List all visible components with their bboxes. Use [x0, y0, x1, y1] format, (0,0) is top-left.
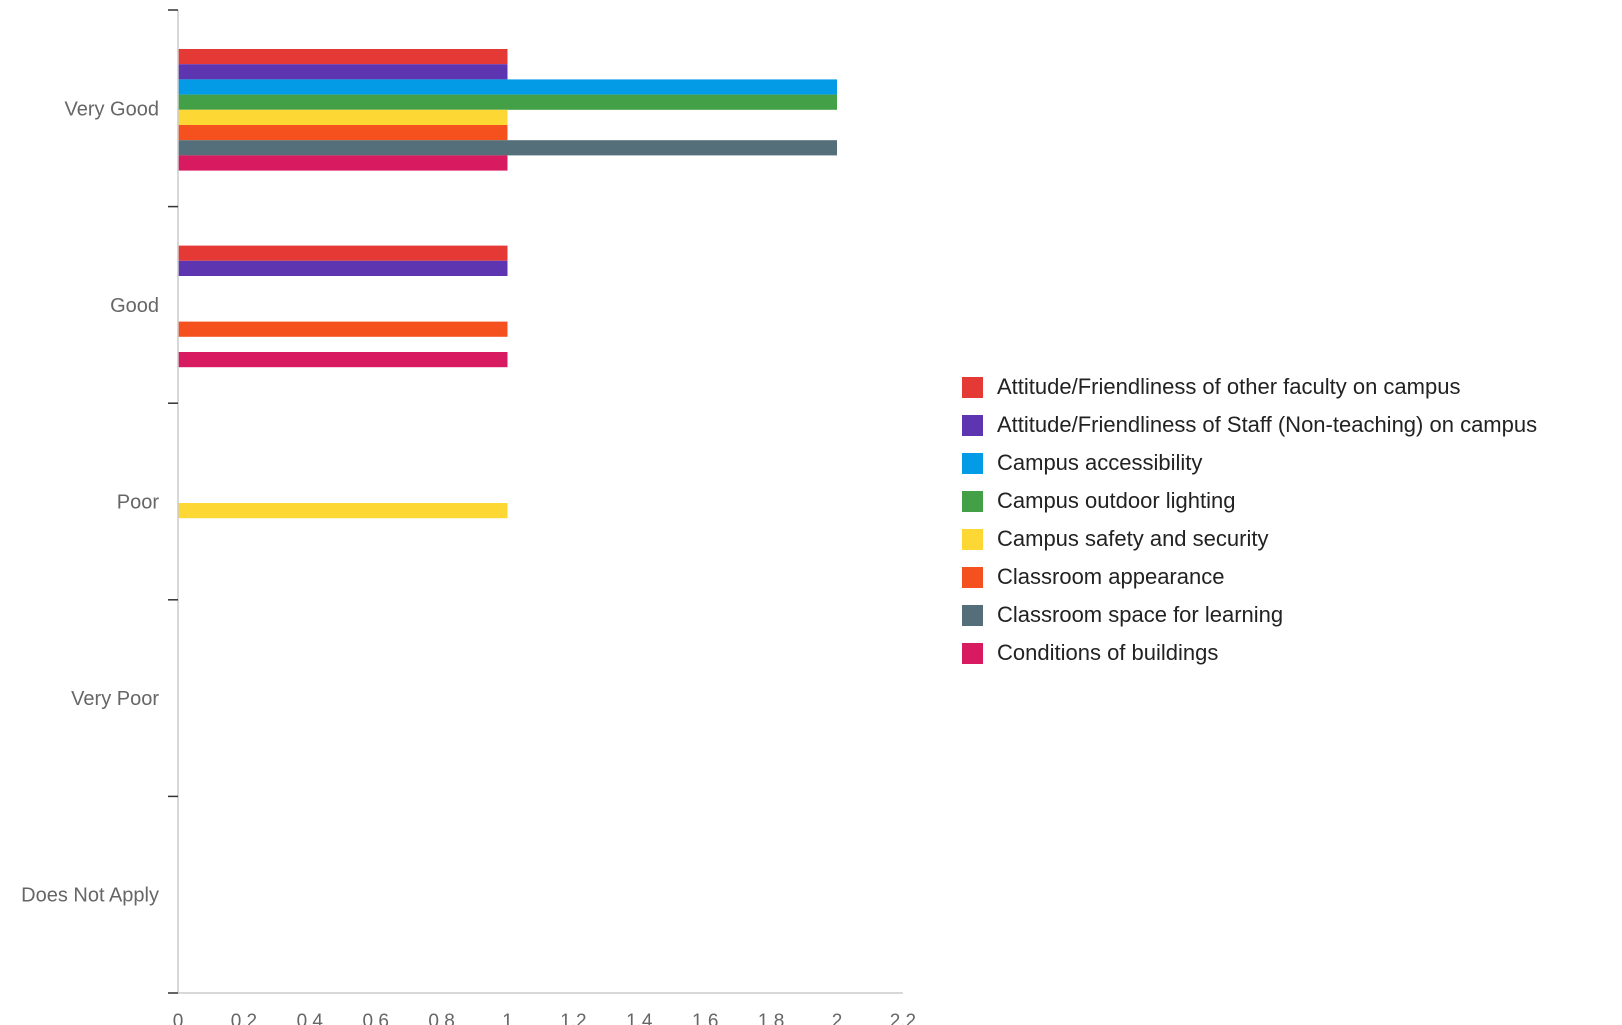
- legend-item[interactable]: Campus accessibility: [962, 444, 1617, 482]
- legend-item[interactable]: Campus outdoor lighting: [962, 482, 1617, 520]
- legend-label: Conditions of buildings: [997, 640, 1219, 665]
- chart-legend: Attitude/Friendliness of other faculty o…: [962, 368, 1617, 672]
- legend-swatch: [962, 528, 983, 550]
- bar: [178, 109, 508, 125]
- x-tick-label: 1.6: [692, 1011, 718, 1025]
- y-category-label: Poor: [117, 492, 160, 514]
- bar: [178, 352, 508, 368]
- legend-label: Classroom space for learning: [997, 602, 1284, 627]
- y-category-label: Good: [110, 295, 159, 317]
- legend-swatch: [962, 642, 983, 664]
- x-tick-label: 1.2: [560, 1011, 586, 1025]
- y-category-label: Very Good: [64, 98, 159, 120]
- legend-item[interactable]: Classroom appearance: [962, 558, 1617, 596]
- legend-swatch: [962, 376, 983, 398]
- legend-item[interactable]: Conditions of buildings: [962, 634, 1617, 672]
- legend-swatch: [962, 604, 983, 626]
- bar: [178, 155, 508, 171]
- x-tick-label: 1.8: [758, 1011, 784, 1025]
- legend-label: Campus accessibility: [997, 450, 1203, 475]
- x-tick-label: 0: [173, 1011, 184, 1025]
- legend-item[interactable]: Attitude/Friendliness of other faculty o…: [962, 368, 1617, 406]
- x-tick-label: 0.8: [428, 1011, 454, 1025]
- bar: [178, 125, 508, 141]
- legend-label: Campus outdoor lighting: [997, 488, 1236, 513]
- bar: [178, 321, 508, 337]
- y-category-label: Very Poor: [71, 688, 159, 710]
- legend-item[interactable]: Campus safety and security: [962, 520, 1617, 558]
- x-tick-label: 0.4: [297, 1011, 324, 1025]
- bar: [178, 94, 837, 110]
- bar: [178, 79, 837, 95]
- legend-label: Attitude/Friendliness of Staff (Non-teac…: [997, 412, 1538, 437]
- legend-swatch: [962, 566, 983, 588]
- legend-item[interactable]: Classroom space for learning: [962, 596, 1617, 634]
- legend-label: Classroom appearance: [997, 564, 1225, 589]
- bar: [178, 503, 508, 519]
- x-tick-label: 2: [832, 1011, 843, 1025]
- legend-swatch: [962, 490, 983, 512]
- bar: [178, 260, 508, 276]
- bar: [178, 49, 508, 65]
- x-tick-label: 2.2: [890, 1011, 916, 1025]
- legend-label: Campus safety and security: [997, 526, 1269, 551]
- legend-swatch: [962, 414, 983, 436]
- y-category-label: Does Not Apply: [21, 885, 159, 907]
- x-tick-label: 0.2: [231, 1011, 257, 1025]
- x-tick-label: 0.6: [362, 1011, 388, 1025]
- legend-swatch: [962, 452, 983, 474]
- legend-label: Attitude/Friendliness of other faculty o…: [997, 374, 1461, 399]
- legend-item[interactable]: Attitude/Friendliness of Staff (Non-teac…: [962, 406, 1617, 444]
- x-tick-label: 1: [502, 1011, 513, 1025]
- bar: [178, 64, 508, 80]
- bar: [178, 245, 508, 261]
- x-tick-label: 1.4: [626, 1011, 653, 1025]
- bar: [178, 140, 837, 156]
